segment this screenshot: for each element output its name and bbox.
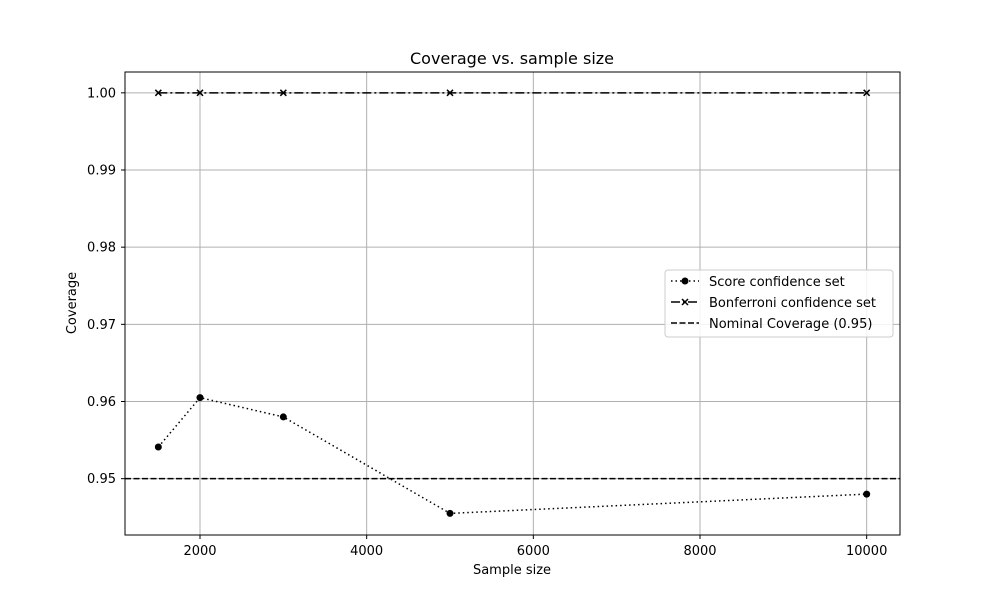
y-axis-label: Coverage [65,272,80,334]
y-tick-label: 0.96 [87,395,116,410]
legend: Score confidence set Bonferroni confiden… [664,269,894,338]
x-tick-label: 8000 [683,544,716,559]
legend-item-bonferroni: Bonferroni confidence set [671,296,876,311]
data-point-bonferroni [863,89,871,97]
y-axis-ticks: 0.95 0.96 0.97 0.98 0.99 1.00 [87,86,125,487]
legend-item-score: Score confidence set [671,275,845,290]
plot-frame [124,71,901,536]
x-axis-label: Sample size [473,563,551,578]
data-point-bonferroni [196,89,204,97]
series-line-score [157,396,867,515]
data-point-score [279,413,287,421]
x-tick-label: 4000 [350,544,383,559]
legend-box [664,269,894,338]
series-layer [154,89,871,517]
data-point-bonferroni [154,89,162,97]
x-tick-label: 6000 [517,544,550,559]
y-tick-label: 0.99 [87,164,116,179]
legend-marker-bonferroni [681,298,689,306]
data-point-score [154,443,162,451]
data-point-score [446,509,454,517]
legend-label-score: Score confidence set [709,275,845,290]
data-point-bonferroni [279,89,287,97]
data-point-score [863,490,871,498]
y-tick-label: 0.98 [87,241,116,256]
x-tick-label: 10000 [846,544,887,559]
x-axis-ticks: 2000 4000 6000 8000 10000 [183,535,887,559]
y-tick-label: 1.00 [87,86,116,101]
y-tick-label: 0.97 [87,318,116,333]
legend-marker-score [681,277,689,285]
data-point-bonferroni [446,89,454,97]
chart-title: Coverage vs. sample size [410,49,614,68]
data-point-score [196,394,204,402]
legend-item-nominal: Nominal Coverage (0.95) [671,317,872,332]
y-tick-label: 0.95 [87,472,116,487]
legend-label-nominal: Nominal Coverage (0.95) [709,317,872,332]
legend-label-bonferroni: Bonferroni confidence set [709,296,876,311]
x-tick-label: 2000 [183,544,216,559]
